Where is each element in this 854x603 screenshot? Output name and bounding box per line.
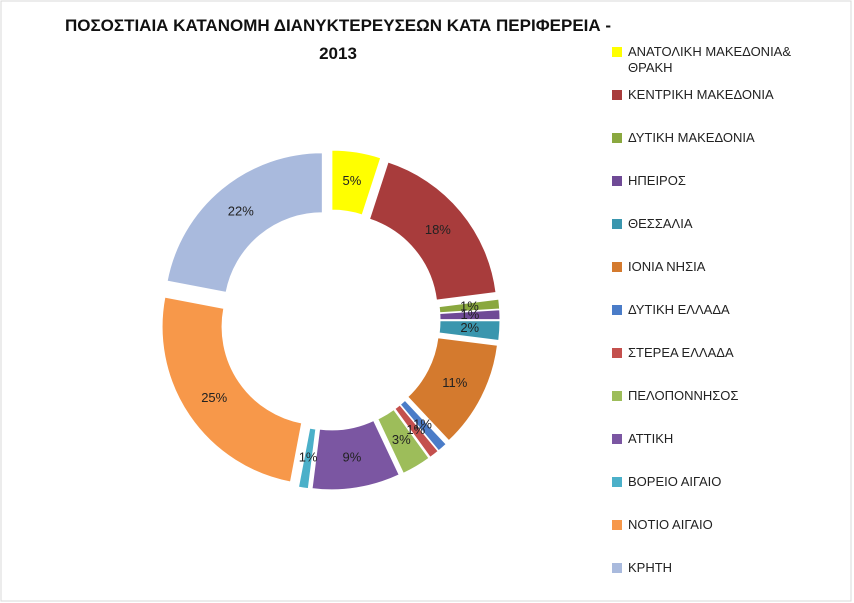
- legend-swatch: [612, 305, 622, 315]
- slice: [407, 337, 499, 442]
- legend-label: ΔΥΤΙΚΗ ΜΑΚΕΔΟΝΙΑ: [628, 130, 755, 145]
- data-label: 1%: [406, 422, 425, 437]
- data-label: 22%: [228, 204, 254, 219]
- legend-swatch: [612, 47, 622, 57]
- legend-swatch: [612, 434, 622, 444]
- legend-swatch: [612, 520, 622, 530]
- data-label: 5%: [343, 173, 362, 188]
- data-label: 25%: [201, 390, 227, 405]
- data-label: 1%: [460, 298, 479, 313]
- legend-label: ΙΟΝΙΑ ΝΗΣΙΑ: [628, 259, 706, 274]
- data-label: 11%: [442, 375, 467, 390]
- slice: [394, 404, 439, 459]
- legend-label: ΑΤΤΙΚΗ: [628, 431, 674, 446]
- slice: [311, 419, 400, 491]
- slice: [161, 296, 303, 483]
- data-label: 1%: [299, 450, 318, 465]
- slice: [377, 408, 430, 474]
- legend-label: ΘΕΣΣΑΛΙΑ: [628, 216, 693, 231]
- legend-label: ΑΝΑΤΟΛΙΚΗ ΜΑΚΕΔΟΝΙΑ& ΘΡΑΚΗ: [628, 44, 792, 75]
- legend-swatch: [612, 176, 622, 186]
- data-label: 18%: [425, 222, 451, 237]
- legend-label: ΔΥΤΙΚΗ ΕΛΛΑΔΑ: [628, 302, 730, 317]
- slice: [399, 399, 447, 452]
- slice: [439, 309, 501, 321]
- legend-swatch: [612, 391, 622, 401]
- legend-label: ΗΠΕΙΡΟΣ: [628, 173, 686, 188]
- slice: [368, 161, 497, 301]
- legend-swatch: [612, 563, 622, 573]
- legend-swatch: [612, 219, 622, 229]
- slice: [438, 298, 501, 314]
- slice: [166, 152, 323, 293]
- legend-swatch: [612, 90, 622, 100]
- legend-swatch: [612, 133, 622, 143]
- legend-label: ΠΕΛΟΠΟΝΝΗΣΟΣ: [628, 388, 739, 403]
- legend-swatch: [612, 262, 622, 272]
- data-label: 3%: [392, 432, 411, 447]
- slice: [331, 149, 382, 216]
- legend-label: ΝΟΤΙΟ ΑΙΓΑΙΟ: [628, 517, 713, 532]
- data-label: 1%: [413, 416, 432, 431]
- data-label: 1%: [461, 307, 480, 322]
- legend-swatch: [612, 477, 622, 487]
- slice: [438, 320, 501, 342]
- legend-label: ΚΡΗΤΗ: [628, 560, 673, 575]
- legend-label: ΣΤΕΡΕΑ ΕΛΛΑΔΑ: [628, 345, 734, 360]
- data-label: 9%: [343, 450, 362, 465]
- legend-label: ΚΕΝΤΡΙΚΗ ΜΑΚΕΔΟΝΙΑ: [628, 87, 774, 102]
- legend-label: ΒΟΡΕΙΟ ΑΙΓΑΙΟ: [628, 474, 722, 489]
- chart-title: ΠΟΣΟΣΤΙΑΙΑ ΚΑΤΑΝΟΜΗ ΔΙΑΝΥΚΤΕΡΕΥΣΕΩΝ ΚΑΤΑ…: [64, 16, 612, 63]
- legend-swatch: [612, 348, 622, 358]
- data-label: 2%: [460, 320, 479, 335]
- slice: [297, 427, 317, 490]
